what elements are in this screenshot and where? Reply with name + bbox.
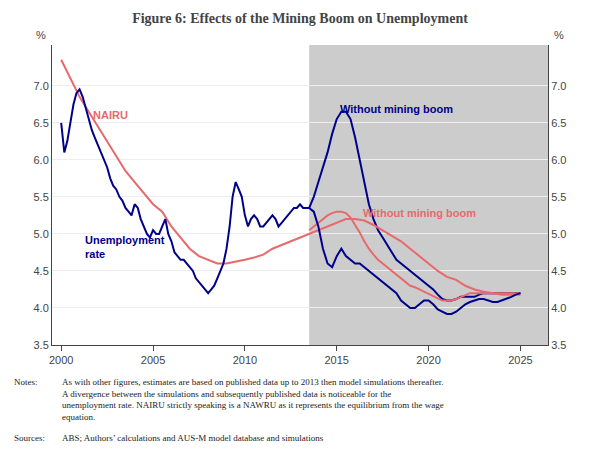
svg-text:4.5: 4.5 <box>551 265 566 277</box>
svg-text:6.5: 6.5 <box>34 117 49 129</box>
svg-text:2000: 2000 <box>49 354 73 366</box>
svg-text:ABS; Authors’ calculations and: ABS; Authors’ calculations and AUS-M mod… <box>62 433 324 443</box>
svg-text:2005: 2005 <box>141 354 165 366</box>
svg-text:As with other figures, estimat: As with other figures, estimates are bas… <box>62 377 444 422</box>
svg-text:6.0: 6.0 <box>551 154 566 166</box>
svg-text:3.5: 3.5 <box>34 339 49 351</box>
svg-text:6.5: 6.5 <box>551 117 566 129</box>
svg-text:%: % <box>36 29 46 41</box>
svg-text:5.5: 5.5 <box>551 191 566 203</box>
svg-text:5.0: 5.0 <box>34 228 49 240</box>
svg-text:6.0: 6.0 <box>34 154 49 166</box>
svg-text:2010: 2010 <box>233 354 257 366</box>
svg-text:Unemploymentrate: Unemploymentrate <box>85 234 165 260</box>
svg-text:7.0: 7.0 <box>551 80 566 92</box>
svg-text:5.0: 5.0 <box>551 228 566 240</box>
svg-text:2025: 2025 <box>508 354 532 366</box>
svg-text:NAIRU: NAIRU <box>93 109 128 121</box>
svg-text:3.5: 3.5 <box>551 339 566 351</box>
svg-text:%: % <box>554 29 564 41</box>
svg-text:7.0: 7.0 <box>34 80 49 92</box>
svg-text:4.5: 4.5 <box>34 265 49 277</box>
svg-text:4.0: 4.0 <box>34 302 49 314</box>
svg-text:4.0: 4.0 <box>551 302 566 314</box>
svg-text:2015: 2015 <box>324 354 348 366</box>
svg-text:Without mining boom: Without mining boom <box>340 103 453 115</box>
svg-text:Figure 6: Effects of the Minin: Figure 6: Effects of the Mining Boom on … <box>132 11 468 26</box>
svg-text:2020: 2020 <box>416 354 440 366</box>
svg-text:Notes:: Notes: <box>14 377 38 387</box>
svg-text:5.5: 5.5 <box>34 191 49 203</box>
svg-text:Sources:: Sources: <box>14 433 45 443</box>
svg-text:Without mining boom: Without mining boom <box>363 207 476 219</box>
